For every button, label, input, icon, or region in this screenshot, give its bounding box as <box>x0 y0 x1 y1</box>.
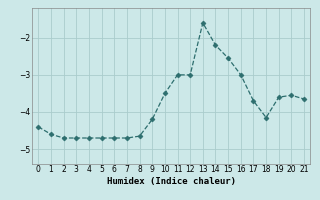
X-axis label: Humidex (Indice chaleur): Humidex (Indice chaleur) <box>107 177 236 186</box>
